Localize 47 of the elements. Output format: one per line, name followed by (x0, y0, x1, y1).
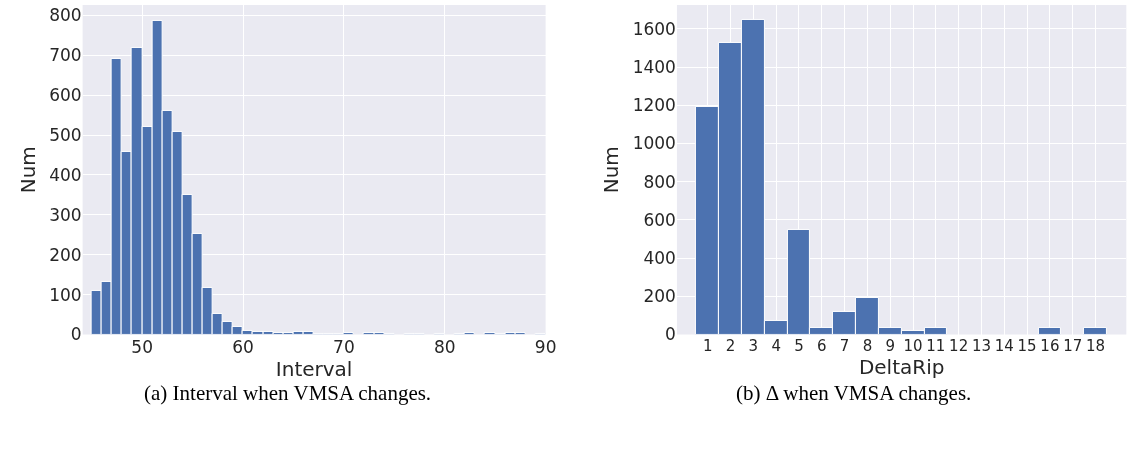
y-tick-label: 500 (49, 124, 82, 145)
x-tick-label: 12 (949, 336, 969, 355)
x-tick-label: 10 (903, 336, 923, 355)
y-tick-label: 600 (643, 209, 676, 230)
y-axis-title: Num (599, 146, 624, 194)
y-axis-title: Num (15, 146, 40, 194)
x-tick-label: 3 (748, 336, 759, 355)
y-tick-label: 400 (643, 248, 676, 269)
x-axis-title: Interval (275, 357, 353, 381)
y-tick-label: 1400 (632, 56, 676, 77)
x-tick-label: 1 (702, 336, 713, 355)
x-tick-label: 8 (862, 336, 873, 355)
x-tick-label: 2 (725, 336, 736, 355)
y-tick-label: 800 (643, 171, 676, 192)
x-tick-label: 90 (534, 336, 557, 357)
x-tick-label: 11 (926, 336, 946, 355)
x-tick-label: 7 (839, 336, 850, 355)
x-tick-label: 5 (794, 336, 804, 355)
x-tick-label: 6 (817, 336, 827, 355)
y-tick-label: 400 (49, 164, 82, 185)
x-tick-label: 16 (1040, 336, 1060, 355)
y-tick-label: 100 (49, 284, 82, 305)
y-tick-label: 200 (643, 286, 676, 307)
x-tick-label: 4 (771, 336, 781, 355)
y-tick-label: 0 (665, 324, 676, 345)
x-tick-label: 13 (971, 336, 992, 355)
y-tick-label: 700 (49, 45, 82, 66)
x-tick-label: 18 (1086, 336, 1106, 355)
y-tick-label: 300 (49, 204, 82, 225)
x-tick-label: 17 (1063, 336, 1083, 355)
y-tick-label: 600 (49, 85, 82, 106)
y-tick-label: 800 (49, 5, 82, 26)
y-tick-label: 1600 (632, 18, 676, 39)
x-tick-label: 70 (333, 336, 355, 357)
x-tick-label: 80 (433, 336, 456, 357)
x-tick-label: 9 (885, 336, 896, 355)
y-tick-label: 0 (70, 324, 82, 345)
x-tick-label: 14 (994, 336, 1014, 355)
y-tick-label: 1000 (632, 133, 676, 154)
text: (b) Δ when VMSA changes. (736, 381, 972, 405)
x-tick-label: 60 (232, 336, 254, 357)
text: (a) Interval when VMSA changes. (144, 381, 432, 405)
x-tick-label: 50 (131, 336, 153, 357)
y-tick-label: 1200 (632, 95, 676, 116)
x-tick-label: 15 (1017, 336, 1037, 355)
y-tick-label: 200 (49, 244, 82, 265)
x-axis-title: DeltaRip (858, 355, 945, 379)
